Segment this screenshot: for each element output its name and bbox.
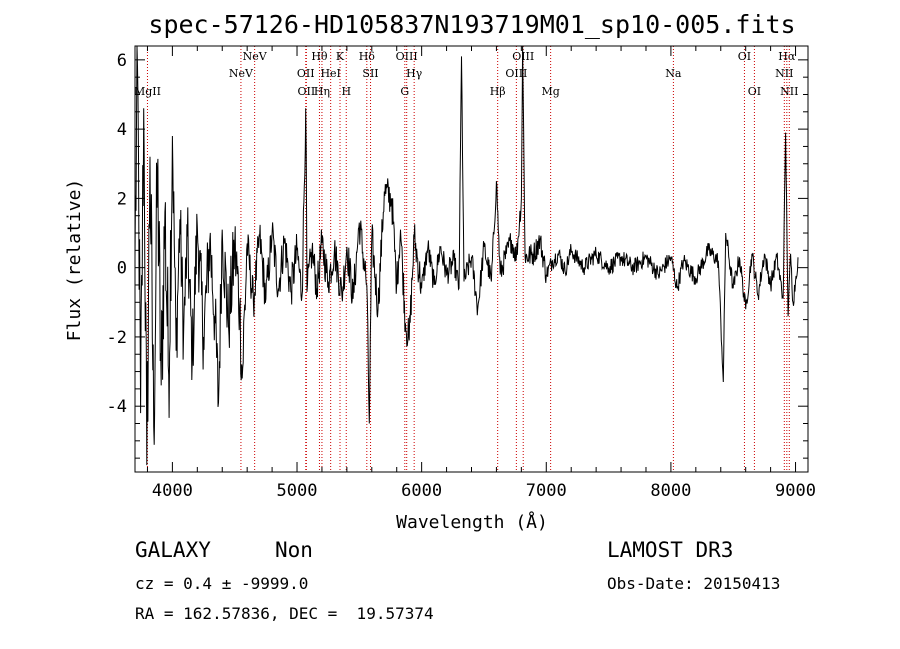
emission-line-label: H bbox=[341, 85, 351, 98]
object-class: GALAXY bbox=[135, 538, 211, 562]
emission-line-label: Hδ bbox=[359, 50, 376, 63]
y-tick-label: -2 bbox=[107, 328, 127, 348]
y-tick-label: 4 bbox=[117, 120, 127, 140]
axis-ticks: 4000 5000 6000 7000 8000 9000 -4 -2 0 2 4 6 bbox=[107, 46, 816, 501]
survey-name: LAMOST DR3 bbox=[607, 538, 734, 562]
emission-line-label: OII bbox=[297, 67, 315, 80]
y-tick-label: -4 bbox=[107, 397, 127, 417]
emission-line-label: MgII bbox=[134, 85, 161, 98]
emission-line-label: Hα bbox=[778, 50, 796, 63]
emission-line-label: Hη bbox=[314, 85, 330, 98]
x-tick-label: 6000 bbox=[401, 481, 442, 501]
x-tick-label: 8000 bbox=[650, 481, 691, 501]
emission-line-label: OII bbox=[298, 85, 316, 98]
emission-line-label: OI bbox=[738, 50, 751, 63]
emission-line-label: Hθ bbox=[311, 50, 328, 63]
y-tick-label: 2 bbox=[117, 189, 127, 209]
x-axis-label: Wavelength (Å) bbox=[396, 511, 548, 533]
x-tick-label: 4000 bbox=[152, 481, 193, 501]
x-tick-label: 7000 bbox=[526, 481, 567, 501]
emission-line-label: NeV bbox=[229, 67, 254, 80]
emission-line-label: SII bbox=[362, 67, 378, 80]
y-axis-label: Flux (relative) bbox=[64, 179, 85, 342]
emission-line-label: Na bbox=[665, 67, 682, 80]
emission-line-label: Mg bbox=[541, 85, 559, 98]
emission-line-label: OIII bbox=[505, 67, 527, 80]
chart-title: spec-57126-HD105837N193719M01_sp10-005.f… bbox=[148, 10, 795, 39]
y-tick-label: 0 bbox=[117, 259, 127, 279]
observation-date: Obs-Date: 20150413 bbox=[607, 574, 781, 593]
x-tick-label: 9000 bbox=[775, 481, 816, 501]
emission-line-label: HeI bbox=[320, 67, 340, 80]
coordinates: RA = 162.57836, DEC = 19.57374 bbox=[135, 604, 434, 623]
emission-line-label: NII bbox=[775, 67, 793, 80]
spectrum-series bbox=[134, 45, 799, 466]
emission-line-label: OI bbox=[748, 85, 761, 98]
y-tick-label: 6 bbox=[117, 51, 127, 71]
emission-line-label: Hγ bbox=[406, 67, 423, 80]
emission-line-label: NeV bbox=[243, 50, 268, 63]
spectrum-line bbox=[134, 45, 799, 466]
emission-line-label: Hβ bbox=[490, 85, 506, 98]
redshift-readout: cz = 0.4 ± -9999.0 bbox=[135, 574, 309, 593]
x-tick-label: 5000 bbox=[277, 481, 318, 501]
emission-line-label: G bbox=[400, 85, 409, 98]
emission-line-label: NII bbox=[780, 85, 798, 98]
object-subclass: Non bbox=[275, 538, 313, 562]
emission-line-label: OIII bbox=[396, 50, 418, 63]
emission-line-label: K bbox=[336, 50, 345, 63]
